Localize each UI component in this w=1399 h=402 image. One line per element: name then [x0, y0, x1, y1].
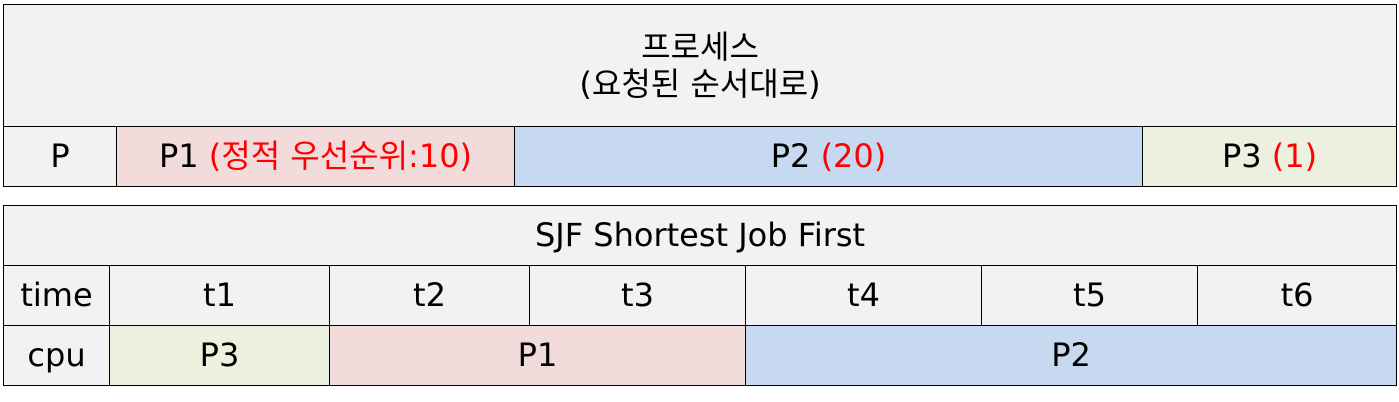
cpu-slot-p1: P1: [329, 325, 746, 386]
cpu-slot-p3: P3: [109, 325, 330, 386]
process-title-line1: 프로세스: [641, 27, 759, 66]
process-cell-p2: P2 (20): [514, 126, 1143, 187]
process-priority-p1: (정적 우선순위:10): [208, 137, 473, 176]
process-title-line2: (요청된 순서대로): [579, 64, 821, 103]
process-cell-p3: P3 (1): [1141, 126, 1398, 187]
process-priority-p2: (20): [820, 137, 887, 176]
cpu-slot-p2: P2: [744, 325, 1398, 386]
time-slot-t6: t6: [1196, 265, 1398, 326]
process-row-label: P: [3, 126, 117, 187]
process-name-p2: P2: [770, 137, 811, 176]
process-cell-p1: P1 (정적 우선순위:10): [116, 126, 515, 187]
cpu-row-label: cpu: [3, 325, 110, 386]
process-name-p3: P3: [1221, 137, 1262, 176]
process-priority-p3: (1): [1271, 137, 1318, 176]
sjf-table-title: SJF Shortest Job First: [2, 205, 1398, 266]
process-table: 프로세스 (요청된 순서대로) P P1 (정적 우선순위:10) P2 (20…: [2, 4, 1398, 187]
time-slot-t3: t3: [529, 265, 746, 326]
time-row-label: time: [3, 265, 110, 326]
process-table-title: 프로세스 (요청된 순서대로): [2, 4, 1398, 127]
process-name-p1: P1: [158, 137, 199, 176]
sjf-table: SJF Shortest Job First time t1 t2 t3 t4 …: [2, 205, 1398, 386]
time-slot-t1: t1: [109, 265, 330, 326]
time-slot-t4: t4: [745, 265, 982, 326]
time-slot-t2: t2: [329, 265, 530, 326]
time-slot-t5: t5: [981, 265, 1198, 326]
